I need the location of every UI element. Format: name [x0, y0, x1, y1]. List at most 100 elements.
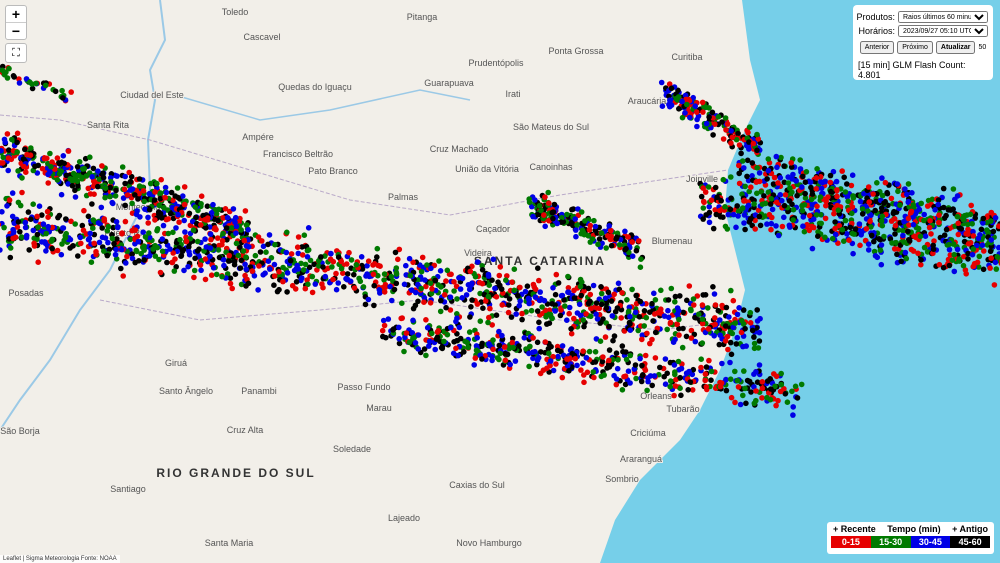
lightning-strike — [735, 130, 741, 137]
lightning-strike — [469, 280, 475, 287]
lightning-strike — [129, 200, 135, 207]
lightning-strike — [950, 186, 957, 192]
lightning-strike — [224, 237, 230, 243]
lightning-strike — [718, 198, 724, 204]
products-select[interactable]: Raios últimos 60 minutos — [898, 11, 988, 23]
lightning-strike — [827, 172, 834, 179]
lightning-strike — [399, 315, 406, 321]
lightning-strike — [81, 207, 87, 214]
lightning-strike — [335, 280, 342, 286]
lightning-strike — [36, 203, 43, 209]
lightning-strike — [927, 217, 933, 224]
lightning-strike — [633, 247, 640, 254]
lightning-strike — [448, 324, 454, 331]
lightning-strike — [485, 293, 492, 300]
lightning-strike — [467, 314, 473, 320]
lightning-strike — [722, 115, 729, 121]
lightning-strike — [526, 300, 532, 307]
lightning-strike — [591, 374, 597, 381]
lightning-strike — [231, 261, 238, 268]
lightning-strike — [672, 383, 679, 389]
lightning-strike — [740, 307, 747, 313]
lightning-strike — [794, 192, 800, 199]
lightning-strike — [857, 198, 864, 205]
lightning-strike — [773, 199, 780, 206]
lightning-strike — [785, 180, 792, 186]
lightning-strike — [667, 378, 674, 384]
previous-button[interactable]: Anterior — [859, 41, 895, 54]
lightning-strike — [543, 314, 549, 320]
lightning-strike — [11, 74, 17, 80]
lightning-strike — [76, 159, 83, 165]
lightning-strike — [45, 180, 51, 186]
lightning-strike — [351, 285, 358, 291]
lightning-strike — [608, 242, 615, 249]
lightning-strike — [381, 277, 387, 283]
lightning-strike — [190, 227, 197, 233]
lightning-strike — [606, 347, 613, 353]
lightning-strike — [123, 260, 129, 266]
lightning-strike — [34, 170, 41, 176]
lightning-strike — [238, 281, 245, 288]
lightning-strike — [679, 114, 686, 121]
lightning-strike — [756, 362, 763, 368]
lightning-strike — [509, 279, 515, 286]
lightning-strike — [249, 268, 256, 274]
lightning-strike — [447, 307, 454, 313]
lightning-strike — [295, 234, 302, 240]
lightning-strike — [220, 215, 227, 221]
lightning-strike — [305, 281, 311, 288]
lightning-strike — [709, 109, 716, 116]
place-label: SANTA CATARINA — [474, 254, 606, 268]
lightning-strike — [583, 311, 589, 317]
lightning-strike — [107, 184, 114, 191]
lightning-strike — [44, 208, 51, 215]
lightning-strike — [754, 131, 760, 138]
lightning-strike — [950, 206, 956, 212]
lightning-strike — [72, 187, 78, 194]
lightning-strike — [490, 346, 496, 353]
next-button[interactable]: Próximo — [897, 41, 933, 54]
lightning-strike — [892, 222, 899, 229]
attribution: Leaflet | Sigma Meteorologia Fonte: NOAA — [0, 555, 120, 563]
lightning-strike — [859, 211, 866, 217]
place-label: Guarapuava — [424, 78, 474, 88]
lightning-strike — [21, 163, 27, 170]
lightning-strike — [756, 213, 763, 220]
lightning-strike — [755, 136, 761, 142]
lightning-strike — [712, 302, 719, 308]
lightning-strike — [557, 312, 564, 319]
lightning-strike — [202, 256, 209, 262]
lightning-strike — [566, 304, 573, 311]
zoom-in[interactable]: + — [6, 6, 26, 23]
zoom-out[interactable]: − — [11, 23, 21, 39]
lightning-strike — [643, 314, 650, 321]
lightning-strike — [894, 251, 900, 258]
lightning-strike — [119, 230, 125, 236]
lightning-strike — [900, 227, 906, 234]
lightning-strike — [678, 392, 684, 399]
lightning-strike — [706, 105, 712, 111]
lightning-strike — [242, 208, 249, 214]
lightning-strike — [590, 369, 597, 375]
lightning-strike — [749, 196, 755, 202]
lightning-strike — [243, 266, 249, 273]
lightning-strike — [827, 179, 834, 186]
lightning-strike — [496, 328, 502, 335]
fullscreen-button[interactable]: ⛶ — [5, 43, 27, 63]
lightning-strike — [319, 281, 325, 287]
lightning-strike — [272, 241, 278, 248]
update-button[interactable]: Atualizar — [935, 41, 976, 54]
lightning-strike — [756, 170, 763, 176]
lightning-strike — [719, 119, 725, 125]
times-select[interactable]: 2023/09/27 05:10 UTC — [898, 25, 988, 37]
lightning-strike — [87, 230, 93, 237]
lightning-strike — [592, 223, 599, 230]
lightning-strike — [362, 301, 369, 308]
lightning-strike — [31, 240, 37, 247]
lightning-strike — [705, 305, 711, 311]
lightning-strike — [392, 249, 399, 256]
lightning-strike — [49, 245, 55, 252]
legend-bins: 0-15 15-30 30-45 45-60 — [831, 536, 990, 548]
